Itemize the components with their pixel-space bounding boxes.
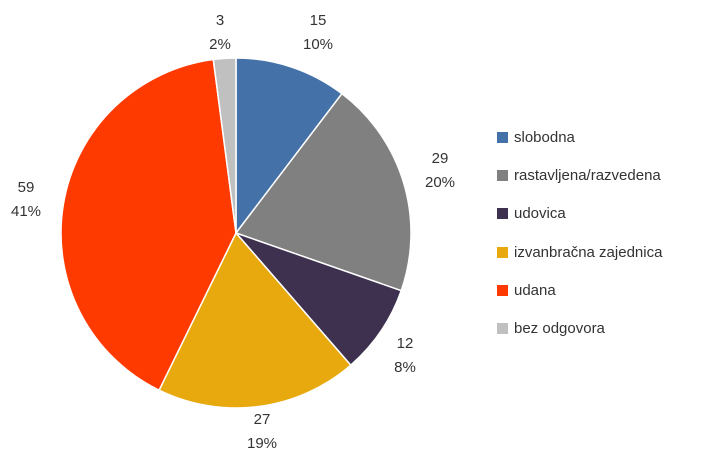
- data-label-value: 59: [18, 179, 35, 196]
- legend-item: bez odgovora: [497, 316, 702, 342]
- pie-slice-bez-odgovora: [212, 57, 237, 234]
- data-label-percent: 19%: [247, 435, 277, 452]
- legend-item: udana: [497, 278, 702, 304]
- pie-slice-udana: [60, 58, 237, 392]
- legend-label: slobodna: [514, 128, 575, 146]
- legend: slobodna rastavljena/razvedena udovica izva…: [497, 124, 702, 354]
- legend-label: izvanbračna zajednica: [514, 243, 663, 261]
- legend-item: izvanbračna zajednica: [497, 239, 702, 265]
- data-label-value: 12: [397, 335, 414, 352]
- pie-slice-slobodna: [235, 57, 343, 236]
- legend-swatch: [497, 246, 508, 258]
- legend-swatch: [497, 285, 508, 297]
- legend-item: udovica: [497, 201, 702, 227]
- data-label-percent: 8%: [394, 359, 416, 376]
- legend-item: rastavljena/razvedena: [497, 162, 702, 188]
- data-label-percent: 20%: [425, 174, 455, 191]
- legend-swatch: [497, 169, 508, 181]
- pie-slices: [60, 57, 412, 409]
- legend-label: udovica: [514, 205, 566, 223]
- data-label-value: 3: [216, 12, 224, 29]
- legend-swatch: [497, 323, 508, 335]
- pie-slice-rastavljena-razvedena: [234, 92, 412, 292]
- legend-swatch: [497, 208, 508, 220]
- data-label-percent: 10%: [303, 36, 333, 53]
- data-label-percent: 2%: [209, 36, 231, 53]
- data-label-value: 29: [432, 150, 449, 167]
- legend-label: bez odgovora: [514, 320, 605, 338]
- legend-label: udana: [514, 282, 556, 300]
- data-label-value: 27: [254, 411, 271, 428]
- pie-slice-izvanbra-na-zajednica: [158, 231, 352, 409]
- legend-item: slobodna: [497, 124, 702, 150]
- data-label-value: 15: [310, 12, 327, 29]
- data-label-percent: 41%: [11, 203, 41, 220]
- pie-slice-udovica: [233, 231, 403, 367]
- data-labels: 15 10% 29 20% 12 8% 27 19% 59 41% 3 2%: [11, 12, 455, 452]
- legend-swatch: [497, 131, 508, 143]
- legend-label: rastavljena/razvedena: [514, 166, 661, 184]
